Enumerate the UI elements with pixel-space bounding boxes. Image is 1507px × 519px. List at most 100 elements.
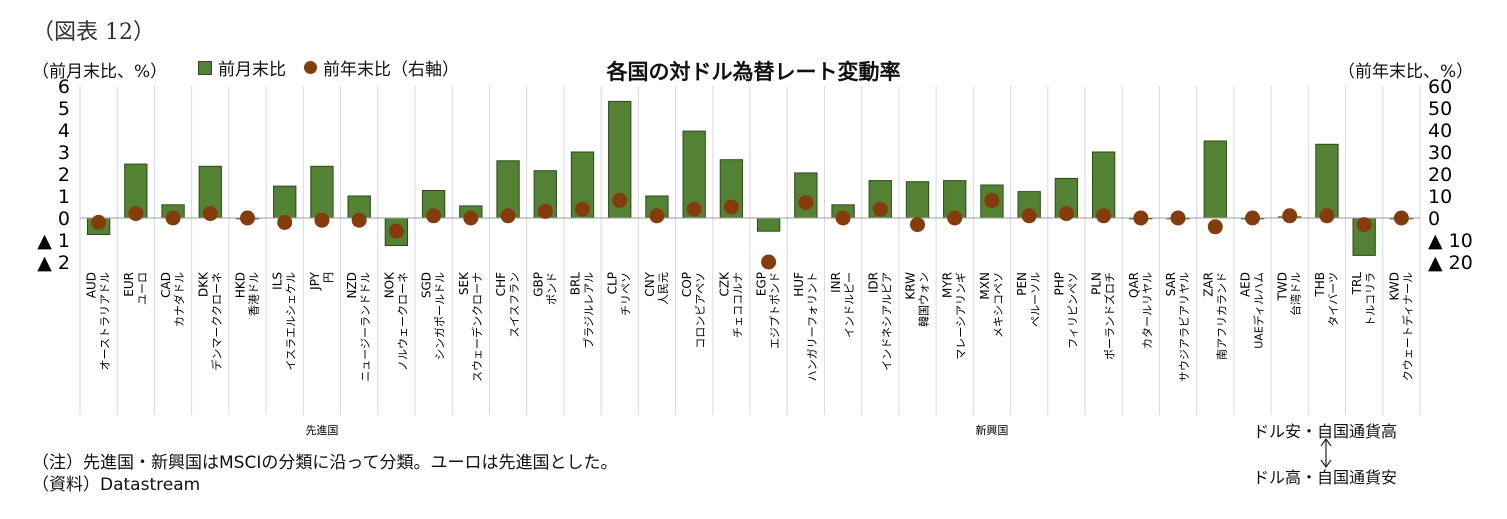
left-axis-tick-label: 3 xyxy=(58,142,70,164)
category-code-label: CHF xyxy=(494,272,508,296)
category-name-label: マレーシアリンギ xyxy=(955,272,968,360)
dot-sek xyxy=(463,210,479,226)
dot-idr xyxy=(872,201,888,217)
category-code-label: NOK xyxy=(382,271,396,298)
dot-chf xyxy=(500,208,516,224)
category-code-label: MXN xyxy=(978,272,992,300)
direction-down-label: ドル高・自国通貨安 xyxy=(1253,468,1398,487)
dot-sgd xyxy=(426,208,442,224)
dot-nzd xyxy=(351,212,367,228)
category-name-label: スウェーデンクローナ xyxy=(470,272,484,382)
category-code-label: SAR xyxy=(1164,272,1178,296)
category-name-label: 台湾ドル xyxy=(1289,272,1303,316)
dot-zar xyxy=(1207,219,1223,235)
category-code-label: THB xyxy=(1313,272,1327,298)
chart-title: 各国の対ドル為替レート変動率 xyxy=(606,60,901,84)
dot-gbp xyxy=(537,203,553,219)
dot-eur xyxy=(128,206,144,222)
category-code-label: GBP xyxy=(531,272,545,297)
figure-label: （図表 12） xyxy=(32,20,155,45)
category-code-label: ILS xyxy=(271,272,285,290)
dot-clp xyxy=(612,192,628,208)
dot-huf xyxy=(798,195,814,211)
category-code-label: EGP xyxy=(755,272,769,296)
dot-qar xyxy=(1133,210,1149,226)
category-code-label: ZAR xyxy=(1201,272,1215,297)
bar-zar xyxy=(1203,140,1227,219)
left-axis-unit: （前月末比、%） xyxy=(32,62,168,82)
dot-thb xyxy=(1319,208,1335,224)
category-code-label: KRW xyxy=(904,272,918,300)
category-name-label: コロンビアペソ xyxy=(694,272,707,349)
category-code-label: IDR xyxy=(866,272,880,293)
dot-cad xyxy=(165,210,181,226)
category-name-label: サウジアラビアリヤル xyxy=(1178,272,1191,382)
category-code-label: MYR xyxy=(941,272,955,298)
right-axis-tick-label: ▲ 20 xyxy=(1428,252,1473,274)
category-name-label: トルコリラ xyxy=(1364,272,1377,327)
category-name-label: ユーロ xyxy=(136,272,149,305)
category-code-label: TRL xyxy=(1350,272,1364,296)
category-code-label: SEK xyxy=(457,271,471,295)
right-axis-tick-label: ▲ 10 xyxy=(1428,230,1473,252)
bar-krw xyxy=(905,181,930,219)
dot-twd xyxy=(1282,208,1298,224)
category-name-label: ニュージーランドドル xyxy=(359,272,372,382)
category-name-label: イスラエルシェケル xyxy=(285,272,298,371)
category-code-label: CAD xyxy=(159,272,173,298)
dot-egp xyxy=(761,254,777,270)
left-axis-tick-label: ▲ 1 xyxy=(37,230,70,252)
bar-pln xyxy=(1091,151,1116,219)
dot-aed xyxy=(1245,210,1260,226)
legend-item-dot: 前年末比（右軸） xyxy=(304,55,459,80)
dot-mxn xyxy=(984,192,1000,208)
dot-pen xyxy=(1021,208,1037,224)
dot-aud xyxy=(91,214,107,230)
category-code-label: SGD xyxy=(420,272,434,298)
dot-php xyxy=(1058,206,1074,222)
category-name-label: チェココルナ xyxy=(731,272,744,338)
left-axis-tick-label: 2 xyxy=(58,164,70,186)
category-code-label: EUR xyxy=(122,272,136,297)
category-name-label: ブラジルレアル xyxy=(582,272,596,349)
right-axis-tick-label: 10 xyxy=(1428,186,1452,208)
note-text: （注）先進国・新興国はMSCIの分類に沿って分類。ユーロは先進国とした。 xyxy=(32,453,618,473)
category-name-label: 人民元 xyxy=(657,272,670,305)
right-axis-unit: （前年末比、%） xyxy=(1338,62,1474,82)
left-axis-tick-label: 0 xyxy=(58,208,70,230)
dot-trl xyxy=(1356,217,1372,233)
category-name-label: ポーランドズロチ xyxy=(1103,272,1117,360)
dot-ils xyxy=(277,214,293,230)
dot-czk xyxy=(723,199,739,215)
left-axis-tick-label: 6 xyxy=(58,76,70,98)
category-code-label: DKK xyxy=(196,271,210,297)
category-code-label: CZK xyxy=(717,271,731,297)
category-name-label: 南アフリカランド xyxy=(1215,272,1228,360)
category-code-label: AED xyxy=(1239,272,1253,297)
category-code-label: INR xyxy=(829,272,843,293)
category-name-label: ノルウェークローネ xyxy=(396,272,409,371)
category-code-label: BRL xyxy=(569,272,583,296)
legend-dot-label: 前年末比（右軸） xyxy=(323,60,459,80)
bar-jpy xyxy=(310,165,334,219)
category-code-label: TWD xyxy=(1276,272,1290,301)
category-name-label: 香港ドル xyxy=(248,272,261,316)
dot-nok xyxy=(388,223,404,239)
dot-hkd xyxy=(240,210,255,226)
dot-dkk xyxy=(202,206,218,222)
bar-thb xyxy=(1315,143,1339,219)
legend-item-bar: 前月末比 xyxy=(198,55,286,80)
category-code-label: AUD xyxy=(85,272,99,298)
category-code-label: JPY xyxy=(308,271,322,291)
category-name-label: シンガポールドル xyxy=(434,272,447,360)
dot-krw xyxy=(910,217,925,233)
category-name-label: カナダドル xyxy=(172,272,186,327)
source-text: （資料）Datastream xyxy=(32,475,201,495)
dot-cop xyxy=(686,201,702,217)
left-axis-tick-label: 5 xyxy=(58,98,70,120)
dot-sar xyxy=(1170,210,1186,226)
direction-arrow-up-head xyxy=(1320,437,1332,447)
category-name-label: インドネシアルピア xyxy=(880,272,893,371)
right-axis-tick-label: 30 xyxy=(1428,142,1452,164)
